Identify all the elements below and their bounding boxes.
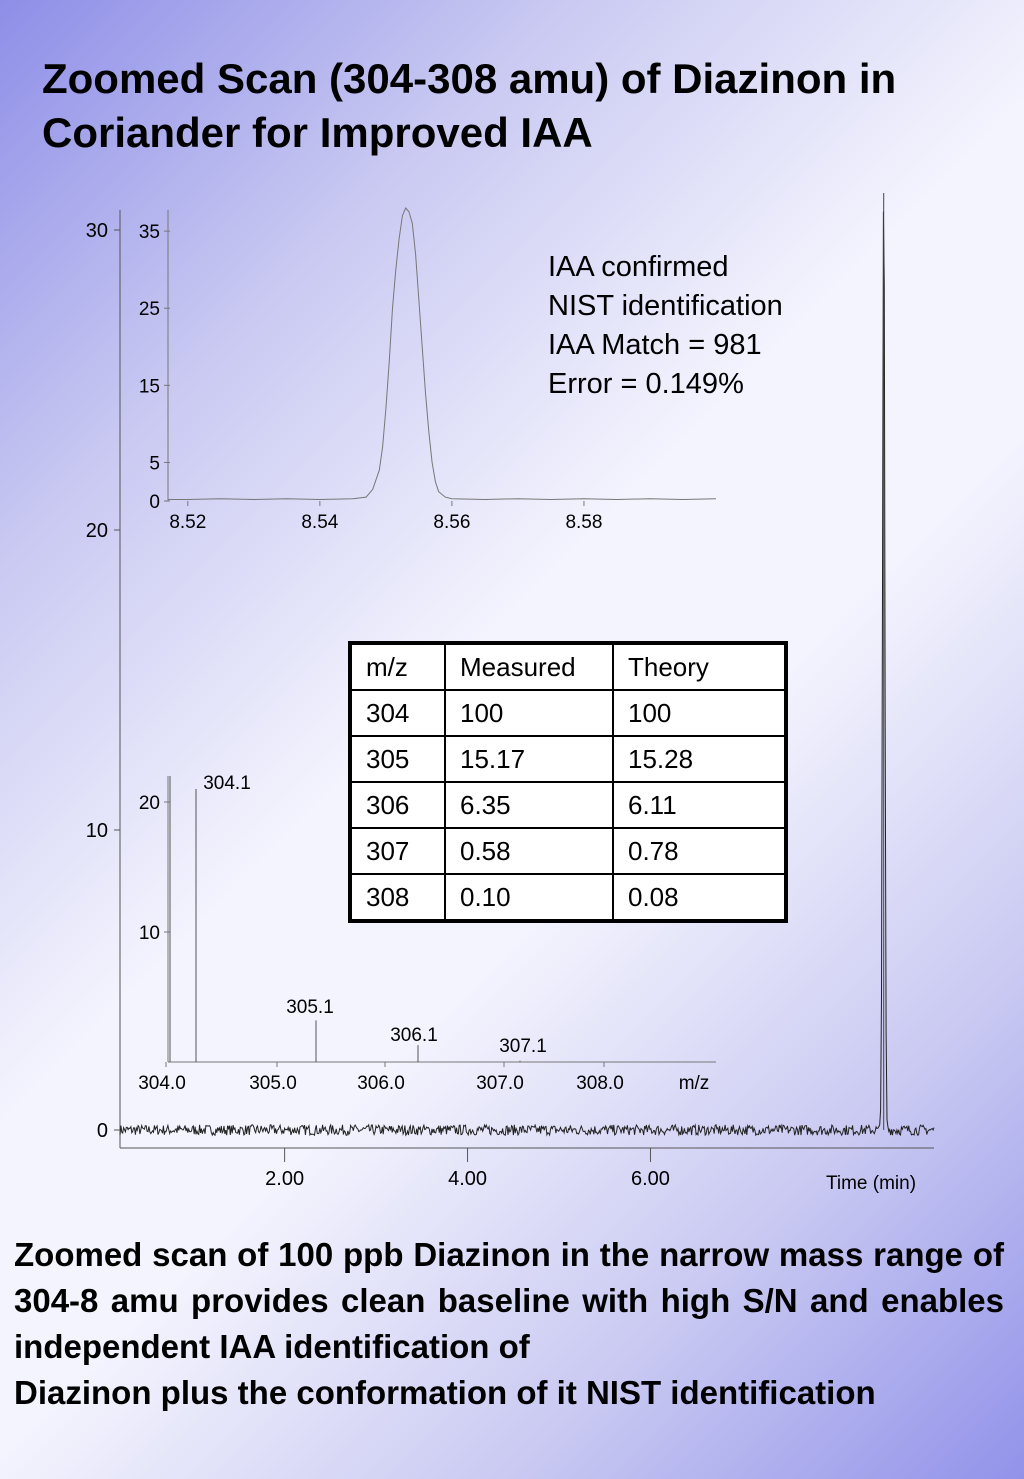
zoomed-peak-x-tick-label: 8.58: [565, 512, 602, 533]
table-header-cell: Measured: [444, 642, 614, 691]
title-line-2: Coriander for Improved IAA: [42, 109, 593, 156]
zoomed-peak-x-tick-label: 8.52: [169, 512, 206, 533]
isotope-ratio-table: m/z Measured Theory 304 100 100 305 15.1…: [348, 641, 788, 923]
chromatogram-trace: [119, 211, 935, 1137]
title-line-1: Zoomed Scan (304-308 amu) of Diazinon in: [42, 55, 897, 102]
table-cell: 307: [349, 827, 446, 875]
zoomed-peak-y-tick-label: 35: [139, 222, 160, 243]
table-cell: 0.08: [612, 873, 787, 922]
annotation-line: IAA confirmed: [548, 251, 729, 283]
table-cell: 0.10: [444, 873, 614, 922]
page-title: Zoomed Scan (304-308 amu) of Diazinon in…: [42, 52, 1002, 160]
spectrum-peak-label: 306.1: [390, 1025, 438, 1046]
chromatogram-axes: 0 10 20 30 2.00 4.00 6.00 Time (min): [86, 193, 935, 1194]
chromatogram-x-tick-label: 6.00: [631, 1168, 670, 1190]
zoomed-peak-y-tick-label: 15: [139, 376, 160, 397]
table-row: 304 100 100: [349, 689, 787, 737]
iaa-annotation: IAA confirmed NIST identification IAA Ma…: [548, 248, 783, 404]
mass-spectrum-inset: 10 20 304.0 305.0 306.0 307.0 308.0 304.1 305.…: [138, 773, 716, 1094]
table-header-cell: m/z: [349, 642, 446, 691]
spectrum-peak-label: 305.1: [286, 997, 334, 1018]
zoomed-peak-y-tick-label: 5: [149, 453, 160, 474]
chromatogram-x-ticks: 2.00 4.00 6.00: [265, 1148, 670, 1190]
spectrum-x-tick-label: 307.0: [476, 1073, 524, 1094]
table-cell: 6.35: [444, 781, 614, 829]
caption: Zoomed scan of 100 ppb Diazinon in the n…: [14, 1232, 1004, 1416]
spectrum-y-ticks: 10 20: [139, 793, 170, 944]
spectrum-y-tick-label: 10: [139, 923, 160, 944]
zoomed-peak-x-tick-label: 8.56: [433, 512, 470, 533]
chromatogram-x-label: Time (min): [826, 1173, 916, 1194]
table-header-cell: Theory: [612, 642, 787, 691]
annotation-line: NIST identification: [548, 290, 783, 322]
table-cell: 15.28: [612, 735, 787, 783]
spectrum-peak-label: 304.1: [203, 773, 251, 794]
caption-body: Zoomed scan of 100 ppb Diazinon in the n…: [14, 1236, 1004, 1365]
zoomed-peak-inset: 0 5 15 25 35 8.52 8.54 8.56 8.58: [139, 207, 717, 533]
zoomed-peak-x-ticks: 8.52 8.54 8.56 8.58: [169, 501, 602, 533]
spectrum-x-tick-label: 308.0: [576, 1073, 624, 1094]
spectrum-x-tick-label: 306.0: [357, 1073, 405, 1094]
chromatogram-y-tick-label: 30: [86, 220, 108, 242]
caption-last-line: Diazinon plus the conformation of it NIS…: [14, 1374, 876, 1411]
chromatogram-y-tick-label: 20: [86, 520, 108, 542]
spectrum-x-ticks: 304.0 305.0 306.0 307.0 308.0: [138, 1062, 624, 1094]
table-cell: 15.17: [444, 735, 614, 783]
table-cell: 100: [444, 689, 614, 737]
zoomed-peak-y-ticks: 0 5 15 25 35: [139, 222, 170, 513]
chromatogram-y-ticks: 0 10 20 30: [86, 220, 120, 1142]
spectrum-x-label: m/z: [679, 1073, 710, 1094]
table-cell: 308: [349, 873, 446, 922]
table-row: 307 0.58 0.78: [349, 827, 787, 875]
table-header-row: m/z Measured Theory: [349, 642, 787, 691]
table-row: 305 15.17 15.28: [349, 735, 787, 783]
table-cell: 0.78: [612, 827, 787, 875]
table-row: 308 0.10 0.08: [349, 873, 787, 922]
chromatogram-x-tick-label: 2.00: [265, 1168, 304, 1190]
spectrum-x-tick-label: 305.0: [249, 1073, 297, 1094]
spectrum-x-tick-label: 304.0: [138, 1073, 186, 1094]
chromatogram-x-tick-label: 4.00: [448, 1168, 487, 1190]
table-cell: 0.58: [444, 827, 614, 875]
table-cell: 305: [349, 735, 446, 783]
annotation-line: IAA Match = 981: [548, 329, 762, 361]
table-row: 306 6.35 6.11: [349, 781, 787, 829]
spectrum-peak-label: 307.1: [499, 1036, 547, 1057]
spectrum-peaks: 304.1 305.1 306.1 307.1: [169, 773, 547, 1062]
chromatogram-y-tick-label: 10: [86, 820, 108, 842]
spectrum-y-tick-label: 20: [139, 793, 160, 814]
table-cell: 6.11: [612, 781, 787, 829]
zoomed-peak-trace: [168, 207, 717, 501]
table-cell: 304: [349, 689, 446, 737]
table-cell: 306: [349, 781, 446, 829]
annotation-line: Error = 0.149%: [548, 368, 744, 400]
zoomed-peak-y-tick-label: 25: [139, 299, 160, 320]
chromatogram-y-tick-label: 0: [97, 1120, 108, 1142]
zoomed-peak-x-tick-label: 8.54: [301, 512, 338, 533]
table-cell: 100: [612, 689, 787, 737]
zoomed-peak-y-tick-label: 0: [149, 492, 160, 513]
